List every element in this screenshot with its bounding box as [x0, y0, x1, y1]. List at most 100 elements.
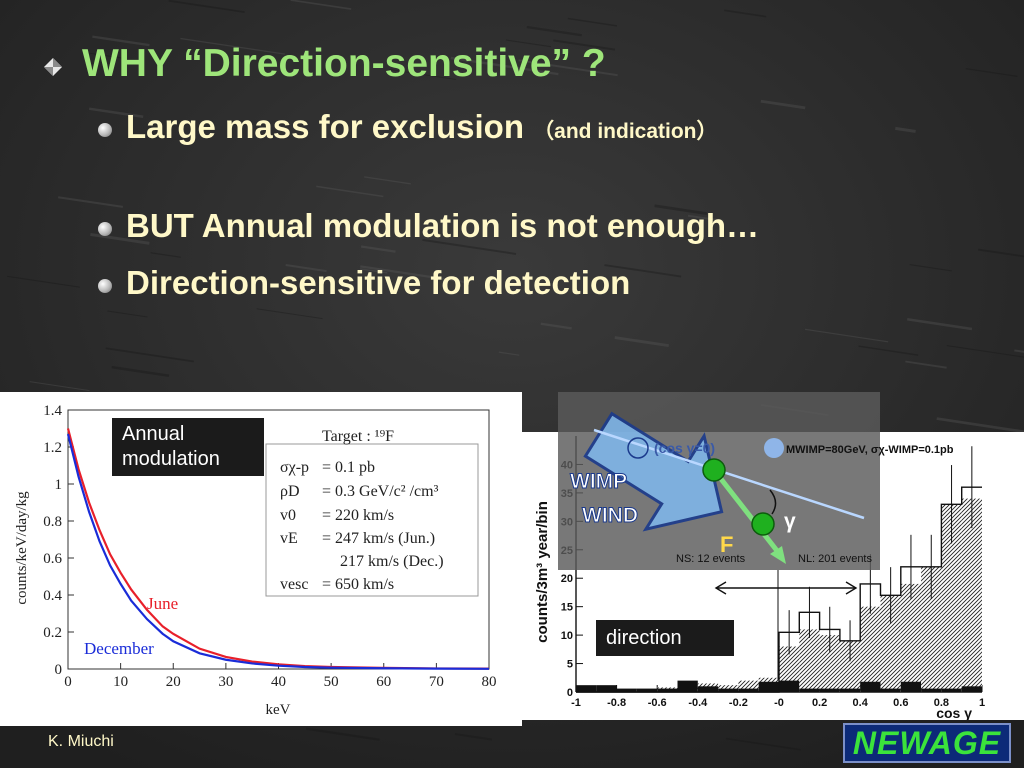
right-x-tick-label: 0.8 [934, 697, 949, 709]
hatched-bar [900, 583, 922, 692]
left-x-tick-label: 40 [271, 674, 286, 690]
solid-bar [900, 681, 922, 692]
hatched-bar [860, 606, 881, 692]
left-x-tick-label: 30 [218, 674, 233, 690]
author-name: K. Miuchi [48, 733, 114, 750]
solid-bar [839, 688, 861, 692]
solid-bar [738, 688, 759, 692]
left-y-tick-label: 0 [55, 662, 63, 678]
bullet-1-note: （and indication） [533, 120, 718, 143]
recoil-nucleus-icon [751, 512, 775, 536]
hatched-bar [880, 595, 901, 692]
left-y-tick-label: 1 [55, 477, 63, 493]
solid-bar [576, 685, 597, 692]
angle-arc-icon [769, 489, 777, 515]
param-val-1: = 0.3 GeV/c² /cm³ [322, 483, 439, 500]
param-sym-0: σχ-p [280, 459, 309, 476]
recoil-arrow [712, 468, 780, 554]
solid-bar [860, 681, 881, 692]
annual-modulation-chart: 0 10 20 30 40 50 60 70 80 0 0.2 0.4 0.6 0.8 1 1.2 1.4 ke… [14, 403, 497, 718]
solid-bar [758, 681, 779, 692]
annual-modulation-label-line-2: modulation [122, 448, 220, 470]
left-y-tick-label: 0.6 [43, 551, 62, 567]
hatched-bar [738, 680, 759, 692]
solid-bar [636, 688, 658, 692]
right-x-tick-label: 1 [979, 697, 985, 709]
bullet-3: Direction-sensitive for detection [126, 264, 631, 301]
param-sym-5: vesc [280, 576, 308, 593]
legend-december: December [84, 639, 154, 658]
hatched-bar [819, 635, 840, 692]
solid-bar [718, 688, 739, 692]
solid-bar [677, 680, 698, 692]
left-x-tick-label: 70 [429, 674, 444, 690]
wimp-wind-diagram: (cos γ=0) MWIMP=80GeV, σχ-WIMP=0.1pb WIM… [570, 411, 954, 565]
diamond-bullet-icon [44, 58, 62, 76]
right-y-tick-label: 20 [561, 573, 573, 585]
solid-bar [596, 685, 617, 692]
bullet-dot-icon [98, 279, 112, 293]
gamma-label: γ [784, 510, 796, 533]
solid-bar [961, 686, 982, 692]
right-x-tick-label: -0 [774, 697, 784, 709]
right-y-tick-label: 5 [567, 659, 573, 671]
left-y-tick-label: 0.8 [43, 514, 62, 530]
direction-label: direction [596, 620, 734, 656]
bullet-1: Large mass for exclusion （and indication… [126, 108, 718, 146]
solid-bar [616, 688, 637, 692]
wimp-wind-arrow-icon [583, 411, 724, 532]
param-sym-3: vE [280, 530, 298, 547]
recoil-arrowhead-icon [770, 546, 786, 564]
param-sym-1: ρD [280, 483, 300, 500]
right-x-tick-label: 0.2 [812, 697, 827, 709]
hatched-bar [961, 498, 982, 692]
legend-filled-circle-icon [764, 438, 784, 458]
right-y-axis-label: counts/3m³ year/bin [534, 501, 551, 643]
solid-bar [880, 688, 901, 692]
bullet-dot-icon [98, 222, 112, 236]
solid-bar [799, 688, 820, 692]
param-val-4: 217 km/s (Dec.) [340, 553, 444, 570]
bullet-2: BUT Annual modulation is not enough… [126, 207, 760, 244]
outline-histogram [576, 486, 982, 693]
param-val-5: = 650 km/s [322, 576, 394, 593]
right-x-tick-label: 0.4 [853, 697, 869, 709]
left-x-tick-label: 80 [482, 674, 497, 690]
right-x-tick-label: -0.4 [688, 697, 708, 709]
right-x-tick-label: -0.2 [729, 697, 748, 709]
hatched-bar [799, 629, 820, 692]
nl-events: NL: 201 events [798, 553, 872, 565]
legend-mass: MWIMP=80GeV, σχ-WIMP=0.1pb [786, 444, 954, 456]
solid-bar [779, 680, 800, 692]
plane-line [593, 428, 865, 520]
solid-bar [657, 688, 678, 692]
hatched-bar [941, 504, 962, 692]
right-x-axis-label: cos γ [936, 705, 972, 720]
bullet-dot-icon [98, 123, 112, 137]
right-y-tick-label: 15 [561, 602, 573, 614]
param-sym-2: v0 [280, 507, 296, 524]
legend-open-circle-icon [627, 437, 649, 459]
ns-events: NS: 12 events [676, 553, 746, 565]
left-x-tick-label: 50 [324, 674, 339, 690]
hatched-bar [839, 640, 861, 692]
left-y-tick-label: 1.2 [43, 440, 62, 456]
wind-label: WIND [582, 504, 638, 527]
param-val-2: = 220 km/s [322, 507, 394, 524]
right-y-tick-label: 10 [561, 630, 573, 642]
legend-june: June [147, 594, 178, 613]
left-x-tick-label: 20 [166, 674, 181, 690]
legend-cos0: (cos γ=0) [654, 440, 715, 456]
left-x-axis-label: keV [266, 702, 291, 718]
solid-bar [921, 688, 942, 692]
left-x-tick-label: 10 [113, 674, 128, 690]
slide-title: WHY “Direction-sensitive” ? [82, 42, 606, 85]
newage-logo: NEWAGE [843, 723, 1011, 763]
param-val-0: = 0.1 pb [322, 459, 375, 476]
logo-text: NEWAGE [852, 724, 1002, 761]
param-val-3: = 247 km/s (Jun.) [322, 530, 435, 547]
wimp-label: WIMP [570, 470, 627, 493]
solid-bar [941, 688, 962, 692]
left-y-tick-label: 0.2 [43, 625, 62, 641]
right-y-tick-label: 0 [567, 687, 573, 699]
